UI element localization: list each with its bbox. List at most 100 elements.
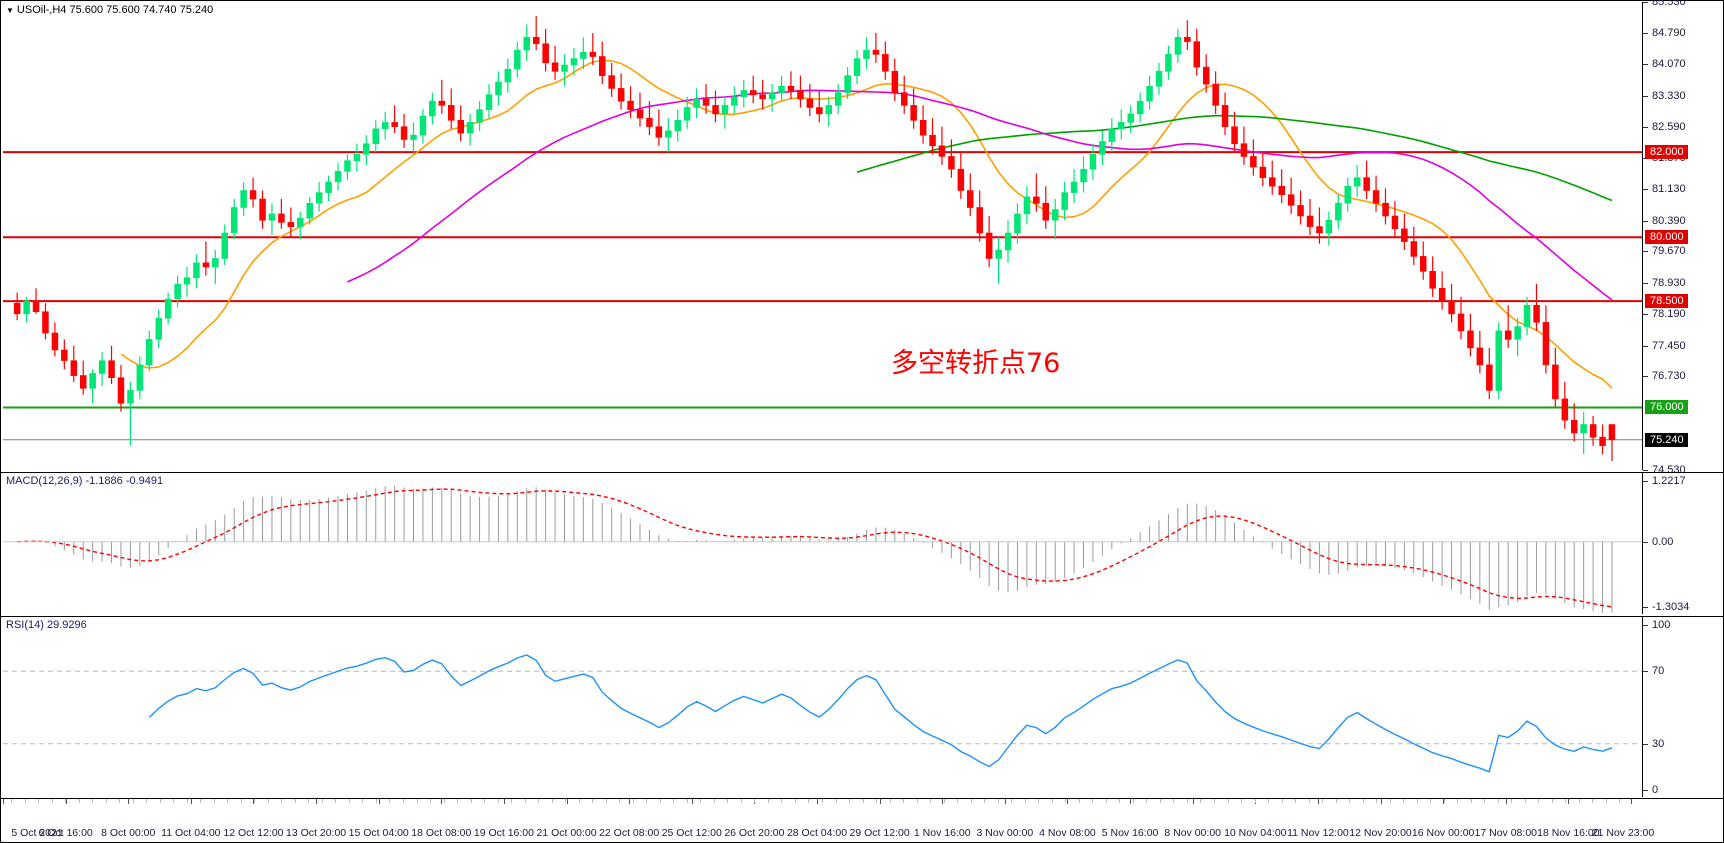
time-minor-tick xyxy=(700,799,702,803)
time-minor-tick xyxy=(105,799,107,803)
resistance-785-label[interactable]: 78.500 xyxy=(1645,294,1688,309)
time-minor-tick xyxy=(1308,799,1310,803)
time-minor-tick xyxy=(916,799,918,803)
time-minor-tick xyxy=(132,799,134,803)
price-tick: 83.330 xyxy=(1643,90,1686,102)
time-tick-label: 22 Oct 08:00 xyxy=(599,827,660,839)
macd-tick: 0.00 xyxy=(1643,536,1673,548)
time-minor-tick xyxy=(51,799,53,803)
time-minor-tick xyxy=(997,799,999,803)
time-tick-label: 15 Oct 04:00 xyxy=(348,827,409,839)
time-tick-mark xyxy=(1130,799,1132,804)
time-minor-tick xyxy=(1173,799,1175,803)
price-tick: 84.070 xyxy=(1643,58,1686,70)
time-minor-tick xyxy=(673,799,675,803)
time-minor-tick xyxy=(1065,799,1067,803)
time-minor-tick xyxy=(1281,799,1283,803)
rsi-tick: 0 xyxy=(1643,784,1658,796)
time-minor-tick xyxy=(754,799,756,803)
time-minor-tick xyxy=(957,799,959,803)
rsi-scale-divider xyxy=(1642,617,1643,797)
price-pane[interactable]: 85.53084.79084.07083.33082.59081.87081.1… xyxy=(1,0,1723,476)
time-tick-mark xyxy=(629,799,631,804)
time-minor-tick xyxy=(213,799,215,803)
macd-pane[interactable]: 1.2217 0.00 -1.3034 MACD(12,26,9) -1.1886 … xyxy=(1,472,1723,614)
time-minor-tick xyxy=(497,799,499,803)
time-tick-mark xyxy=(817,799,818,804)
time-minor-tick xyxy=(1524,799,1526,803)
time-minor-tick xyxy=(443,799,445,803)
rsi-pane[interactable]: 100 70 30 0 RSI(14) 29.9296 xyxy=(1,616,1723,797)
macd-scale[interactable]: 1.2217 0.00 -1.3034 xyxy=(1643,473,1723,614)
time-minor-tick xyxy=(1403,799,1405,803)
price-scale[interactable]: 85.53084.79084.07083.33082.59081.87081.1… xyxy=(1643,0,1723,476)
time-tick-mark xyxy=(1568,799,1570,804)
rsi-tick: 100 xyxy=(1643,619,1670,631)
time-minor-tick xyxy=(1011,799,1013,803)
time-tick-label: 12 Nov 20:00 xyxy=(1349,827,1412,839)
price-plot-area[interactable] xyxy=(3,2,1643,470)
price-tick: 76.730 xyxy=(1643,370,1686,382)
time-tick-mark xyxy=(1505,799,1507,804)
price-tick: 80.390 xyxy=(1643,215,1686,227)
time-axis[interactable]: 5 Oct 2021 6 Oct 16:00 8 Oct 00:00 11 Oct 0… xyxy=(1,798,1723,843)
time-minor-tick xyxy=(605,799,607,803)
time-tick-mark xyxy=(1443,799,1445,804)
time-tick-mark xyxy=(1067,799,1069,804)
rsi-tick: 30 xyxy=(1643,738,1664,750)
time-minor-tick xyxy=(686,799,688,803)
time-minor-tick xyxy=(1484,799,1486,803)
price-tick: 78.190 xyxy=(1643,308,1686,320)
time-tick-mark xyxy=(503,799,505,804)
macd-tick: 1.2217 xyxy=(1643,475,1686,487)
time-minor-tick xyxy=(1295,799,1297,803)
current-price-label[interactable]: 75.240 xyxy=(1645,432,1688,447)
support-76-label[interactable]: 76.000 xyxy=(1645,400,1688,415)
time-minor-tick xyxy=(1538,799,1540,803)
time-minor-tick xyxy=(119,799,121,803)
rsi-scale[interactable]: 100 70 30 0 xyxy=(1643,617,1723,797)
time-minor-tick xyxy=(1038,799,1040,803)
time-minor-tick xyxy=(876,799,878,803)
macd-plot-area[interactable] xyxy=(3,473,1643,614)
time-tick-mark xyxy=(942,799,944,804)
time-tick-mark xyxy=(316,799,318,804)
macd-tick: -1.3034 xyxy=(1643,601,1689,613)
time-minor-tick xyxy=(1254,799,1256,803)
time-minor-tick xyxy=(659,799,661,803)
time-minor-tick xyxy=(511,799,513,803)
time-tick-label: 16 Nov 00:00 xyxy=(1411,827,1475,839)
resistance-80-label[interactable]: 80.000 xyxy=(1645,230,1688,245)
time-tick-mark xyxy=(441,799,443,804)
time-minor-tick xyxy=(1132,799,1134,803)
time-tick-label: 11 Oct 04:00 xyxy=(161,827,221,839)
time-minor-tick xyxy=(281,799,283,803)
time-minor-tick xyxy=(240,799,242,803)
time-minor-tick xyxy=(1186,799,1188,803)
time-tick-label: 8 Oct 00:00 xyxy=(101,827,156,839)
time-minor-tick xyxy=(227,799,229,803)
time-minor-tick xyxy=(1443,799,1445,803)
time-tick-mark xyxy=(128,799,130,804)
time-tick-label: 4 Nov 08:00 xyxy=(1039,827,1096,839)
time-minor-tick xyxy=(1470,799,1472,803)
collapse-caret-icon[interactable]: ▼ xyxy=(6,5,14,15)
time-minor-tick xyxy=(1092,799,1094,803)
resistance-82-label[interactable]: 82.000 xyxy=(1645,145,1688,160)
price-tick: 78.930 xyxy=(1643,277,1686,289)
macd-svg xyxy=(3,485,1643,613)
time-tick-label: 19 Oct 16:00 xyxy=(473,827,534,839)
time-minor-tick xyxy=(1376,799,1378,803)
time-minor-tick xyxy=(1051,799,1053,803)
time-tick-label: 26 Oct 20:00 xyxy=(724,827,785,839)
time-minor-tick xyxy=(38,799,40,803)
rsi-plot-area[interactable] xyxy=(3,617,1643,797)
time-tick-label: 18 Nov 16:00 xyxy=(1537,827,1600,839)
time-minor-tick xyxy=(65,799,67,803)
time-minor-tick xyxy=(1457,799,1459,803)
time-minor-tick xyxy=(1362,799,1364,803)
time-minor-tick xyxy=(335,799,337,803)
time-minor-tick xyxy=(1322,799,1324,803)
time-minor-tick xyxy=(389,799,391,803)
